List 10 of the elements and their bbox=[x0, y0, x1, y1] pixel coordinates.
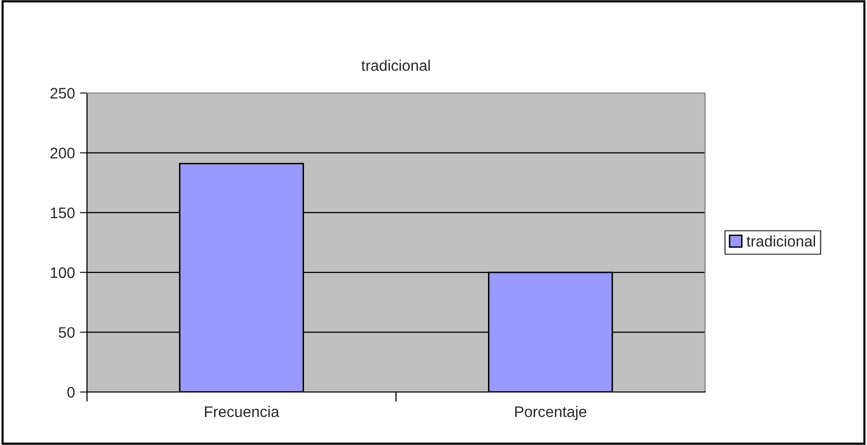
y-tick-label: 150 bbox=[50, 207, 75, 218]
y-tick-label: 250 bbox=[50, 88, 75, 99]
y-tick-label: 100 bbox=[50, 267, 75, 278]
legend-label: tradicional bbox=[746, 235, 816, 247]
y-tick-label: 200 bbox=[50, 148, 75, 158]
x-tick-label: Porcentaje bbox=[515, 406, 586, 420]
y-tick-label: 0 bbox=[67, 386, 75, 398]
x-tick-label: Frecuencia bbox=[204, 406, 280, 418]
y-tick-label: 50 bbox=[58, 327, 75, 338]
chart-title: tradicional bbox=[361, 60, 430, 71]
